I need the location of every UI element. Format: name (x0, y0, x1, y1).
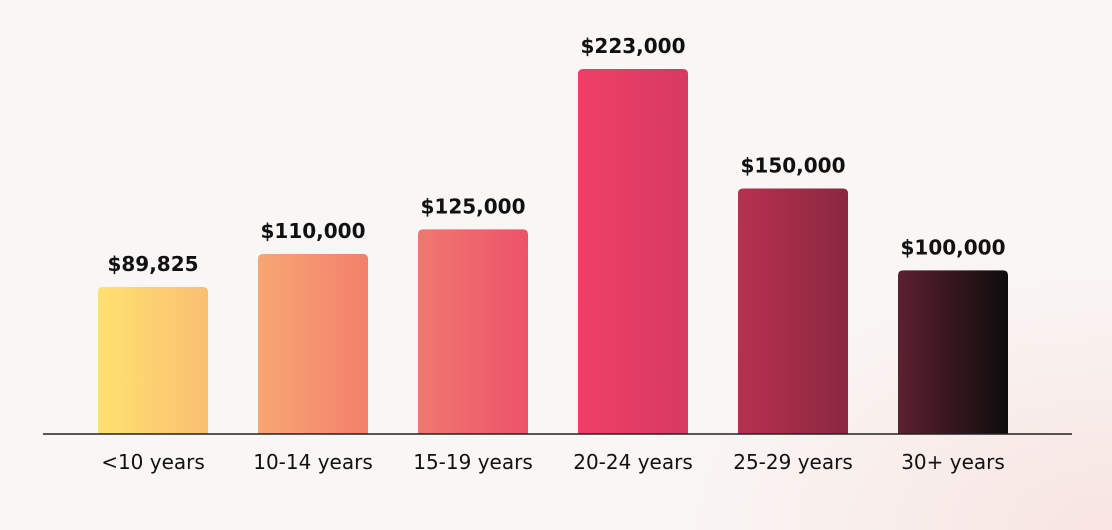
bar-1 (258, 253, 368, 434)
bars (98, 69, 1008, 434)
value-label-2: $125,000 (420, 194, 525, 218)
value-label-0: $89,825 (107, 252, 198, 276)
value-label-5: $100,000 (900, 235, 1005, 259)
bar-4 (738, 188, 848, 434)
value-labels: $89,825 $110,000 $125,000 $223,000 $150,000 $… (107, 34, 1005, 276)
x-tick-label-1: 10-14 years (253, 450, 373, 474)
x-tick-labels: <10 years 10-14 years 15-19 years 20-24 yea… (101, 450, 1005, 474)
value-label-3: $223,000 (580, 34, 685, 58)
value-label-1: $110,000 (260, 219, 365, 243)
x-tick-label-2: 15-19 years (413, 450, 533, 474)
value-label-4: $150,000 (740, 153, 845, 177)
bar-3 (578, 69, 688, 434)
x-tick-label-5: 30+ years (901, 450, 1005, 474)
bar-2 (418, 229, 528, 434)
x-tick-label-3: 20-24 years (573, 450, 693, 474)
x-tick-label-4: 25-29 years (733, 450, 853, 474)
bar-0 (98, 286, 208, 434)
bar-5 (898, 270, 1008, 434)
x-tick-label-0: <10 years (101, 450, 205, 474)
